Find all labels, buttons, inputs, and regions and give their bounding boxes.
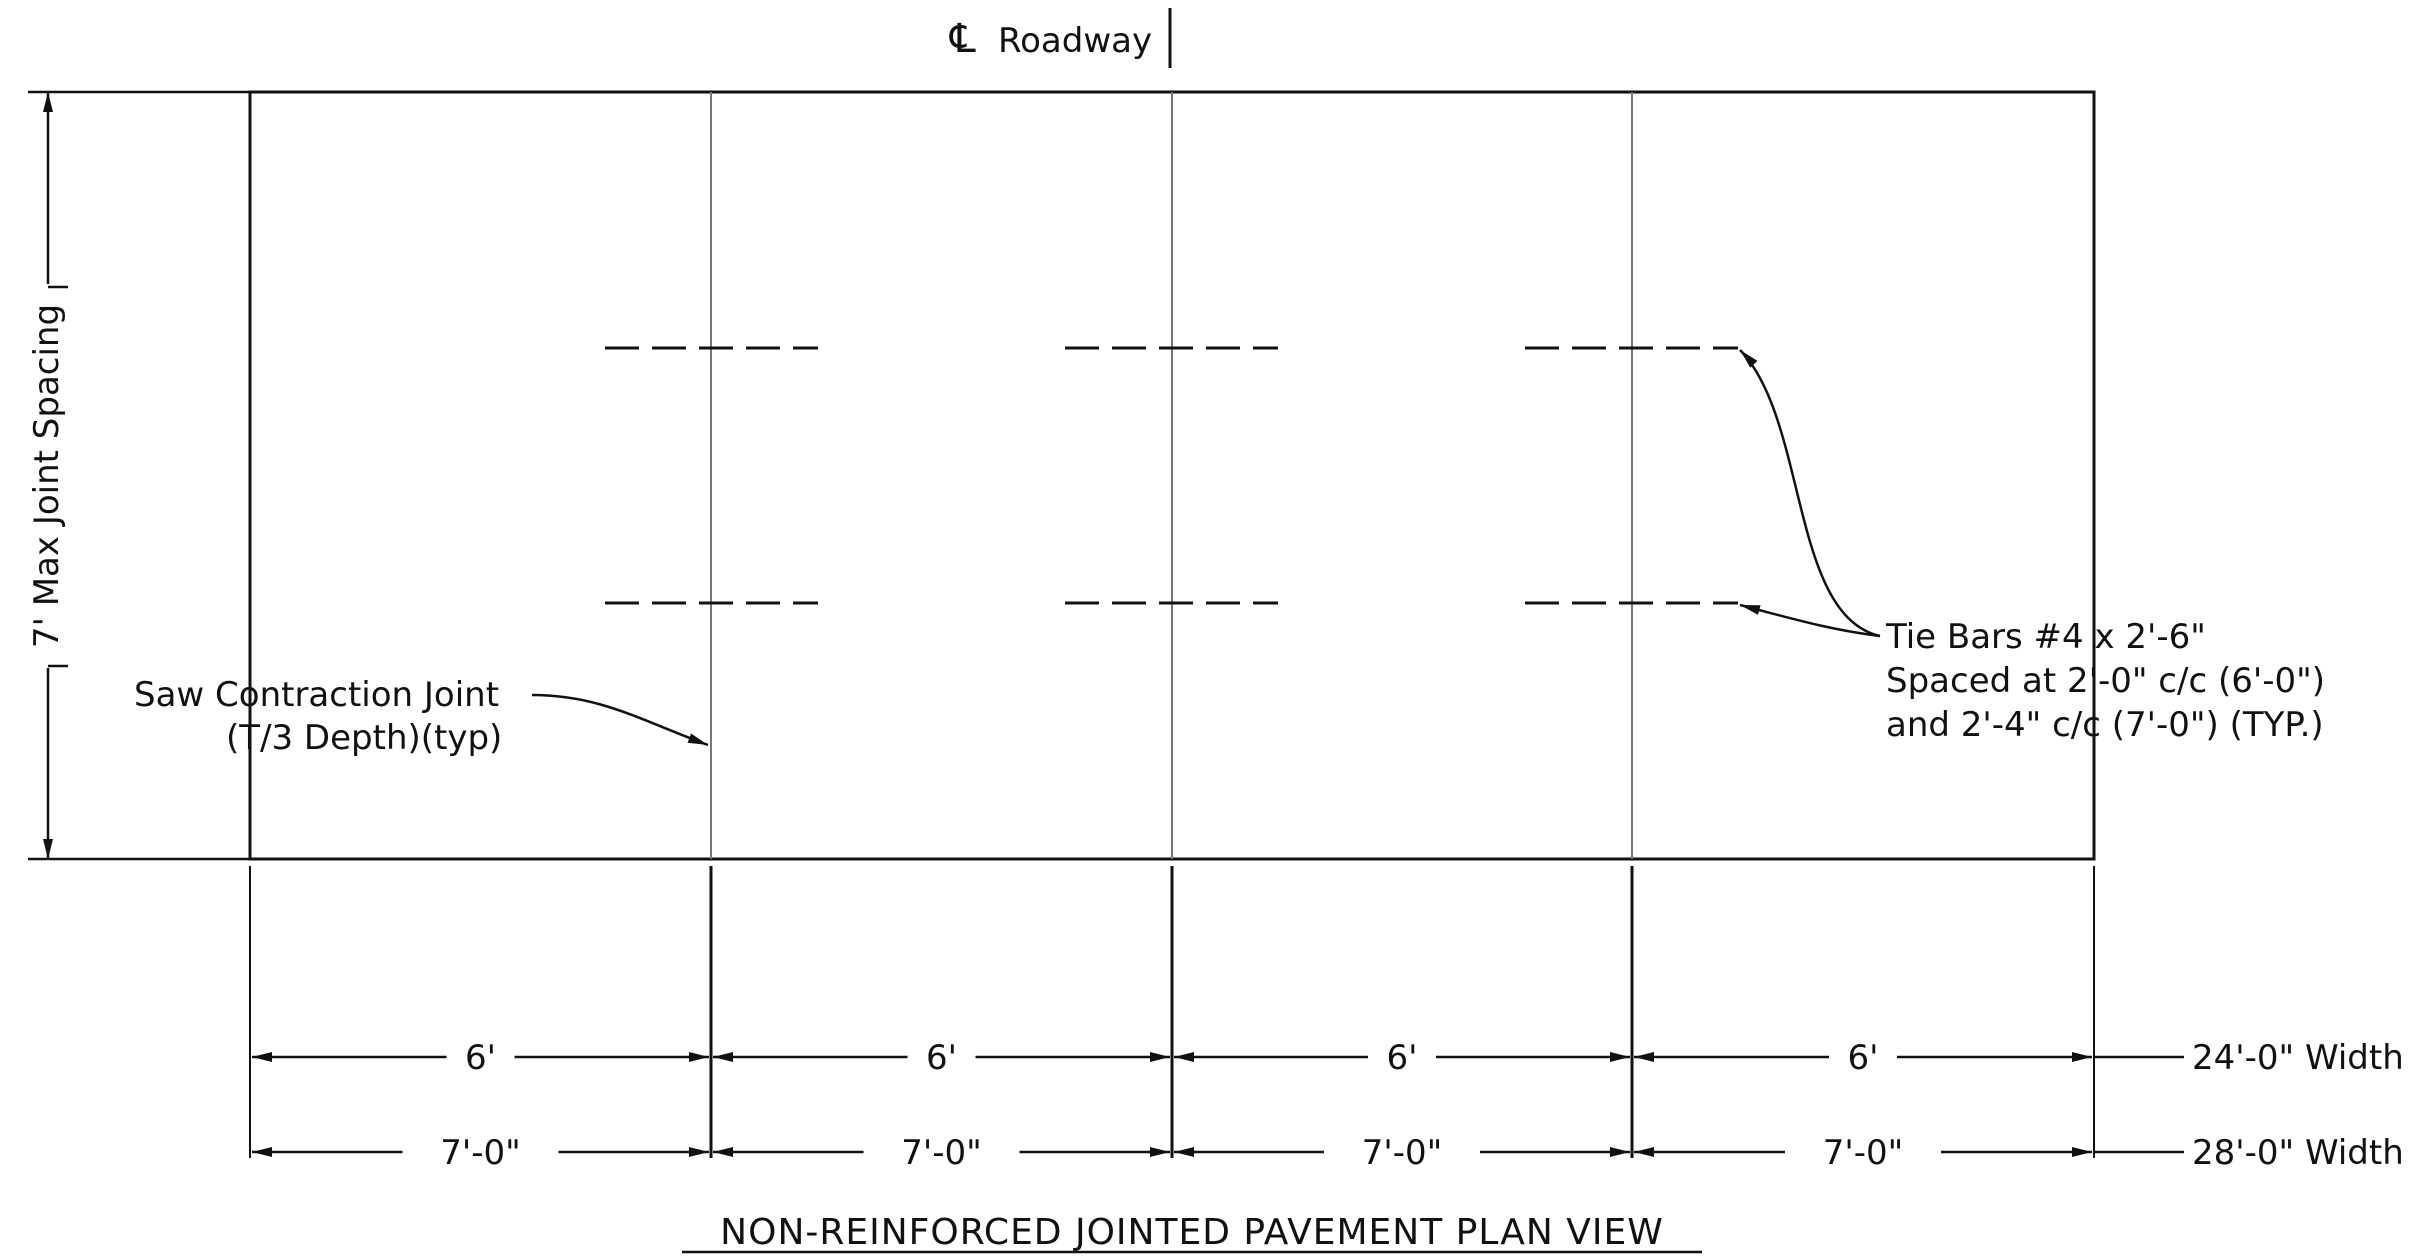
- tie-bars: [605, 346, 1738, 605]
- tie-bars-label-line3: and 2'-4" c/c (7'-0") (TYP.): [1886, 705, 2324, 745]
- saw-joint-label-line2: (T/3 Depth)(typ): [226, 718, 502, 758]
- row2-segment-label-1: 7'-0": [440, 1133, 521, 1173]
- row2-total-label: 28'-0" Width: [2192, 1133, 2404, 1173]
- centerline-label: Roadway: [998, 21, 1152, 61]
- tie-bars-callout: Tie Bars #4 x 2'-6" Spaced at 2'-0" c/c …: [1739, 349, 2325, 745]
- row1-segment-label-4: 6': [1848, 1038, 1879, 1078]
- dimension-row-24ft: 6' 6' 6' 6' 24'-0" Width: [252, 1038, 2404, 1078]
- row1-total-label: 24'-0" Width: [2192, 1038, 2404, 1078]
- saw-joint-label-line1: Saw Contraction Joint: [134, 675, 499, 715]
- tie-bar-leader-upper: [1739, 349, 1881, 638]
- dimension-row-28ft: 7'-0" 7'-0" 7'-0" 7'-0" 28'-0" Width: [252, 1133, 2404, 1173]
- centerline-header: ℄ Roadway: [949, 8, 1172, 68]
- centerline-symbol: ℄: [949, 16, 976, 62]
- row2-segment-label-3: 7'-0": [1362, 1133, 1443, 1173]
- row1-segment-label-1: 6': [465, 1038, 496, 1078]
- dimension-extension-lines: [249, 866, 2095, 1158]
- tie-bars-label-line2: Spaced at 2'-0" c/c (6'-0"): [1886, 661, 2325, 701]
- vertical-dimension-label: 7' Max Joint Spacing: [27, 304, 67, 648]
- tie-bar-leader-lower: [1739, 603, 1881, 638]
- saw-joint-callout: Saw Contraction Joint (T/3 Depth)(typ): [134, 675, 709, 758]
- tie-bars-label-line1: Tie Bars #4 x 2'-6": [1885, 617, 2206, 657]
- contraction-joints: [710, 92, 1633, 859]
- row2-segment-label-4: 7'-0": [1823, 1133, 1904, 1173]
- drawing-title: NON-REINFORCED JOINTED PAVEMENT PLAN VIE…: [720, 1212, 1664, 1253]
- row2-segment-label-2: 7'-0": [901, 1133, 982, 1173]
- row1-segment-label-3: 6': [1387, 1038, 1418, 1078]
- row1-segment-label-2: 6': [926, 1038, 957, 1078]
- vertical-dimension: [28, 90, 250, 861]
- saw-joint-leader: [531, 693, 709, 747]
